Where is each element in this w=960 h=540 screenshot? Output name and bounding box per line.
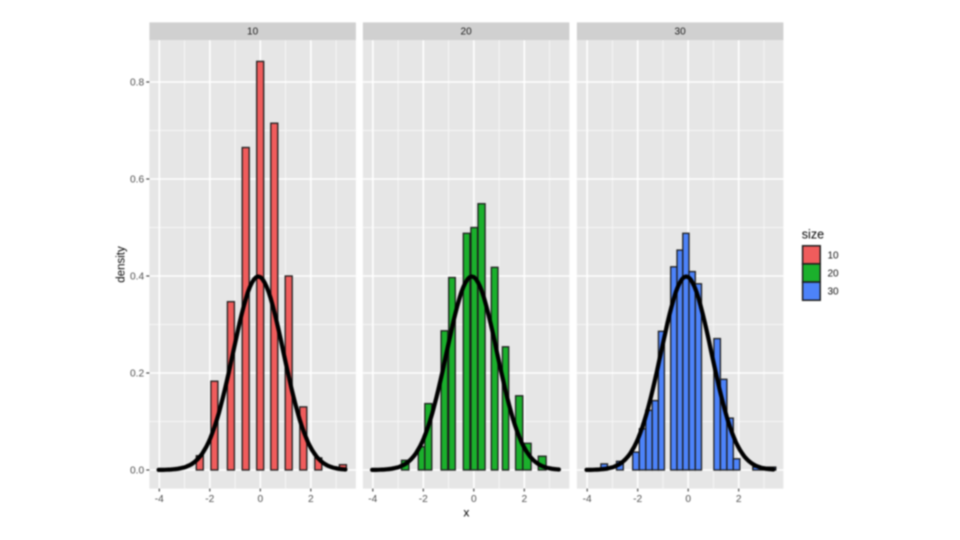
svg-text:30: 30 [828, 287, 840, 298]
svg-text:0: 0 [471, 494, 477, 505]
svg-text:20: 20 [828, 269, 840, 280]
svg-text:0.0: 0.0 [130, 466, 144, 477]
svg-text:x: x [463, 505, 469, 519]
svg-text:-4: -4 [368, 494, 377, 505]
svg-text:0.2: 0.2 [130, 369, 144, 380]
svg-text:0.4: 0.4 [130, 272, 144, 283]
svg-text:-2: -2 [205, 494, 214, 505]
svg-text:0: 0 [685, 494, 691, 505]
svg-text:-2: -2 [633, 494, 642, 505]
svg-text:0: 0 [257, 494, 263, 505]
svg-text:2: 2 [308, 494, 314, 505]
svg-text:density: density [115, 246, 127, 283]
svg-text:2: 2 [736, 494, 742, 505]
svg-text:10: 10 [828, 250, 840, 261]
svg-text:0.6: 0.6 [130, 175, 144, 186]
svg-text:size: size [802, 228, 824, 242]
svg-text:10: 10 [247, 27, 259, 38]
svg-text:-4: -4 [583, 494, 592, 505]
svg-text:-4: -4 [155, 494, 164, 505]
svg-text:2: 2 [521, 494, 527, 505]
svg-text:20: 20 [461, 27, 473, 38]
svg-text:0.8: 0.8 [130, 78, 144, 89]
svg-text:30: 30 [675, 27, 687, 38]
svg-text:-2: -2 [419, 494, 428, 505]
